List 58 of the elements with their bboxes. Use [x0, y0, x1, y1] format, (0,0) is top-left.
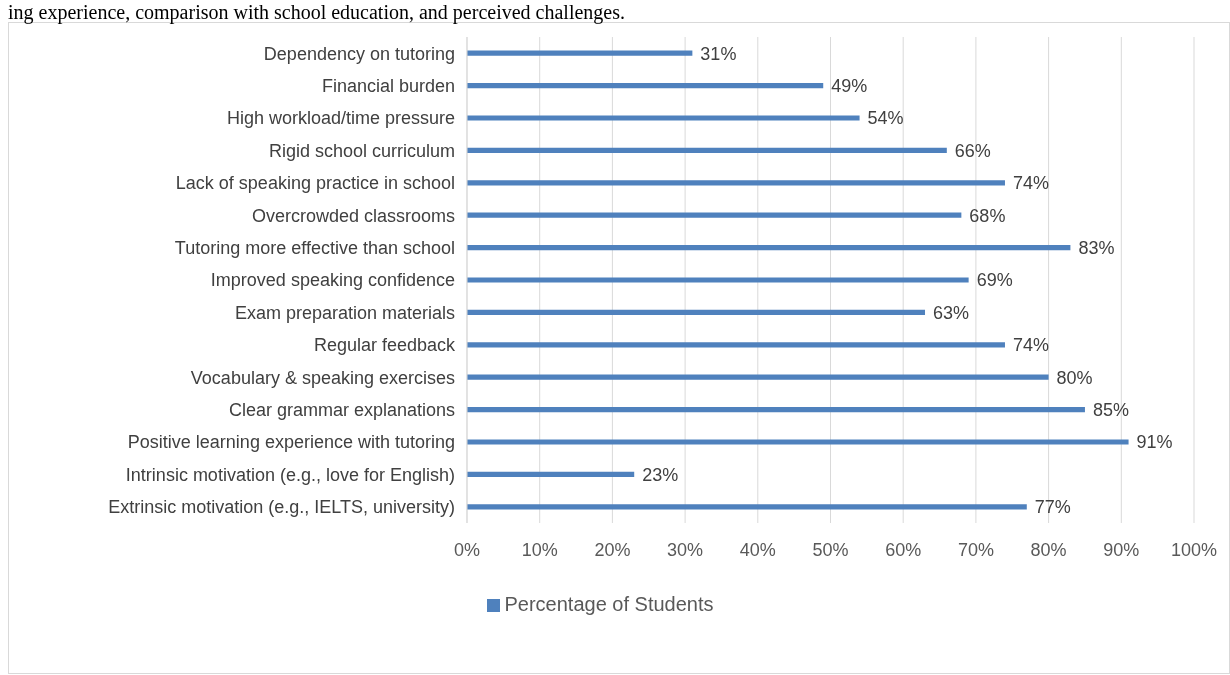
bar [467, 245, 1071, 251]
data-label: 66% [954, 140, 991, 161]
bar [467, 212, 962, 218]
data-label: 23% [642, 464, 679, 485]
text: ing experience, comparison with school education, and perceived challenges. [8, 1, 626, 23]
bar [467, 342, 1005, 348]
data-label: 74% [1012, 173, 1050, 194]
x-tick-label: 50% [812, 539, 849, 560]
bar [467, 407, 1085, 413]
x-tick-label: 20% [594, 539, 631, 560]
y-tick-label: Tutoring more effective than school [174, 237, 455, 258]
x-tick-label: 30% [667, 539, 704, 560]
bar [467, 374, 1049, 380]
bar [467, 147, 947, 153]
x-tick-label: 70% [957, 539, 994, 560]
y-tick-label: High workload/time pressure [226, 108, 455, 129]
data-label: 80% [1056, 367, 1093, 388]
bar [467, 115, 860, 121]
y-tick-label: Vocabulary & speaking exercises [190, 367, 455, 388]
y-tick-label: Extrinsic motivation (e.g., IELTS, university) [108, 497, 455, 518]
bar [467, 439, 1129, 445]
bar [467, 50, 693, 56]
x-tick-label: 80% [1030, 539, 1067, 560]
data-label: 85% [1092, 399, 1129, 420]
bar [467, 277, 969, 283]
data-label: 63% [933, 302, 970, 323]
y-tick-label: Positive learning experience with tutoring [127, 432, 455, 453]
data-label: 54% [867, 108, 904, 129]
x-tick-label: 10% [521, 539, 558, 560]
y-tick-label: Intrinsic motivation (e.g., love for English) [125, 464, 455, 485]
data-label: 91% [1136, 432, 1173, 453]
data-label: 69% [976, 270, 1013, 291]
x-tick-label: 40% [739, 539, 776, 560]
y-tick-label: Lack of speaking practice in school [175, 173, 455, 194]
y-tick-label: Rigid school curriculum [268, 140, 455, 161]
y-tick-label: Improved speaking confidence [210, 270, 455, 291]
data-label: 68% [969, 205, 1006, 226]
x-tick-label: 60% [885, 539, 922, 560]
data-label: 31% [700, 43, 737, 64]
y-tick-label: Exam preparation materials [234, 302, 455, 323]
data-label: 49% [831, 75, 868, 96]
y-tick-label: Financial burden [321, 75, 455, 96]
y-tick-label: Clear grammar explanations [228, 399, 455, 420]
bar [467, 309, 926, 315]
y-tick-label: Overcrowded classrooms [251, 205, 455, 226]
y-tick-label: Regular feedback [313, 335, 456, 356]
legend-label: Percentage of Students [504, 593, 714, 615]
x-tick-label: 100% [1170, 539, 1218, 560]
data-label: 77% [1034, 497, 1071, 518]
data-label: 83% [1078, 237, 1115, 258]
bar [467, 504, 1027, 510]
bar [467, 471, 635, 477]
bar [467, 83, 824, 89]
data-label: 74% [1012, 335, 1050, 356]
y-tick-label: Dependency on tutoring [263, 43, 455, 64]
x-tick-label: 0% [453, 539, 481, 560]
bar [467, 180, 1005, 186]
x-tick-label: 90% [1103, 539, 1140, 560]
